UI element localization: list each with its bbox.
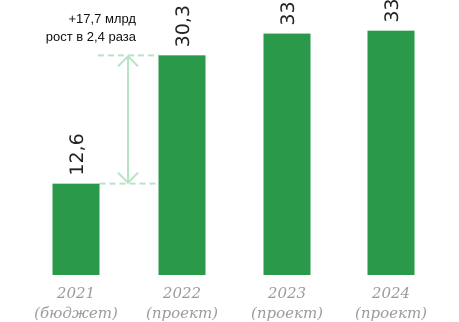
value-label-2022: 30,3 xyxy=(172,5,194,47)
category-note-2021: (бюджет) xyxy=(34,304,118,322)
growth-annotation: +17,7 млрд рост в 2,4 раза xyxy=(46,10,136,46)
growth-amount: +17,7 млрд xyxy=(68,11,136,26)
growth-ratio: рост в 2,4 раза xyxy=(45,29,136,44)
bar-2022 xyxy=(158,55,206,276)
category-year-2023: 2023 xyxy=(267,284,306,302)
value-label-2021: 12,6 xyxy=(66,133,88,175)
category-year-2021: 2021 xyxy=(56,284,95,302)
bar-2024 xyxy=(367,30,415,275)
value-label-2023: 33, xyxy=(277,0,299,26)
category-year-2024: 2024 xyxy=(371,284,410,302)
growth-arrow-head-down xyxy=(117,171,139,185)
category-note-2023: (проект) xyxy=(251,304,323,322)
category-note-2024: (проект) xyxy=(355,304,427,322)
growth-arrow-head-up xyxy=(117,54,139,68)
bar-2023 xyxy=(263,33,311,276)
bar-2021 xyxy=(52,183,100,275)
value-label-2024: 33 xyxy=(381,0,403,23)
category-note-2022: (проект) xyxy=(146,304,218,322)
category-year-2022: 2022 xyxy=(162,284,201,302)
